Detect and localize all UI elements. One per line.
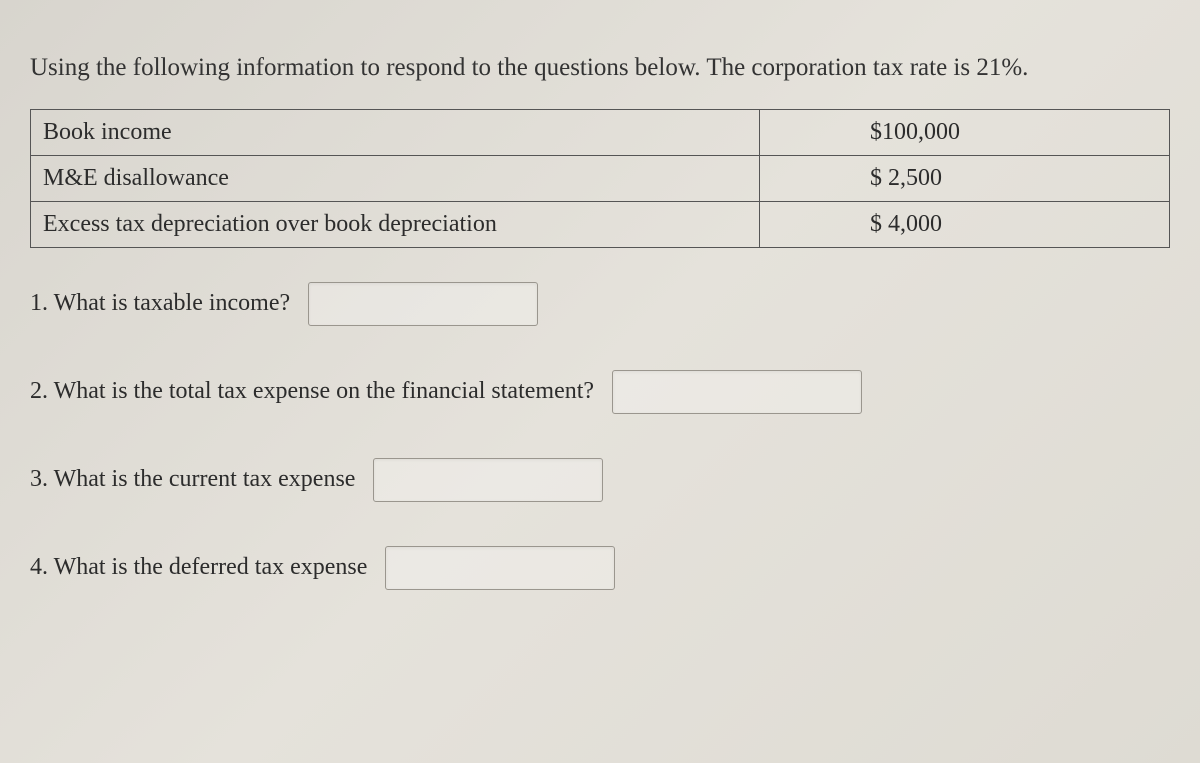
row-value: $ 4,000 xyxy=(759,201,1169,247)
answer-input-4[interactable] xyxy=(385,546,615,590)
question-4: 4. What is the deferred tax expense xyxy=(30,546,1170,590)
table-row: Excess tax depreciation over book deprec… xyxy=(31,201,1170,247)
question-text: 2. What is the total tax expense on the … xyxy=(30,378,594,405)
row-label: Excess tax depreciation over book deprec… xyxy=(31,201,760,247)
answer-input-3[interactable] xyxy=(373,458,603,502)
worksheet-page: Using the following information to respo… xyxy=(0,0,1200,658)
row-label: M&E disallowance xyxy=(31,155,760,201)
question-3: 3. What is the current tax expense xyxy=(30,458,1170,502)
question-text: 1. What is taxable income? xyxy=(30,290,290,317)
question-text: 3. What is the current tax expense xyxy=(30,466,355,493)
question-2: 2. What is the total tax expense on the … xyxy=(30,370,1170,414)
data-table: Book income $100,000 M&E disallowance $ … xyxy=(30,109,1170,248)
row-label: Book income xyxy=(31,109,760,155)
intro-text: Using the following information to respo… xyxy=(30,49,1170,87)
table-row: Book income $100,000 xyxy=(31,109,1170,155)
table-row: M&E disallowance $ 2,500 xyxy=(31,155,1170,201)
question-1: 1. What is taxable income? xyxy=(30,282,1170,326)
question-text: 4. What is the deferred tax expense xyxy=(30,554,367,581)
row-value: $ 2,500 xyxy=(759,155,1169,201)
row-value: $100,000 xyxy=(759,109,1169,155)
answer-input-1[interactable] xyxy=(308,282,538,326)
answer-input-2[interactable] xyxy=(612,370,862,414)
